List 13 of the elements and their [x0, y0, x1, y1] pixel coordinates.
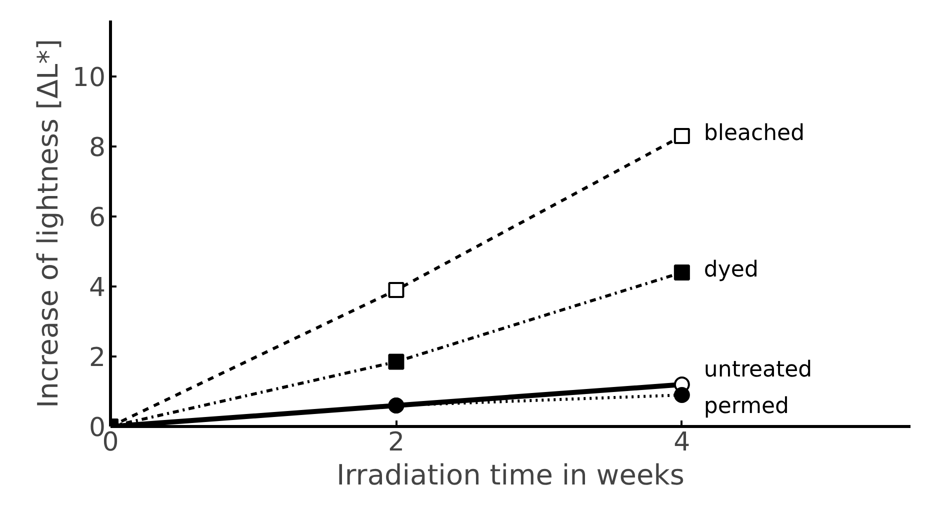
series-label: bleached: [704, 121, 805, 146]
series-label: permed: [704, 394, 790, 419]
x-axis-title: Irradiation time in weeks: [336, 458, 684, 492]
series-label: untreated: [704, 358, 812, 382]
y-tick-label: 2: [88, 343, 106, 373]
y-tick-label: 8: [88, 133, 106, 163]
y-tick-label: 4: [88, 273, 106, 303]
series-label: dyed: [704, 258, 758, 282]
x-tick-label: 4: [674, 428, 690, 458]
x-tick-label: 2: [388, 428, 404, 458]
y-tick-label: 10: [72, 63, 106, 93]
y-axis-title: Increase of lightness [ΔL*]: [31, 38, 64, 408]
y-tick-label: 6: [88, 203, 106, 233]
